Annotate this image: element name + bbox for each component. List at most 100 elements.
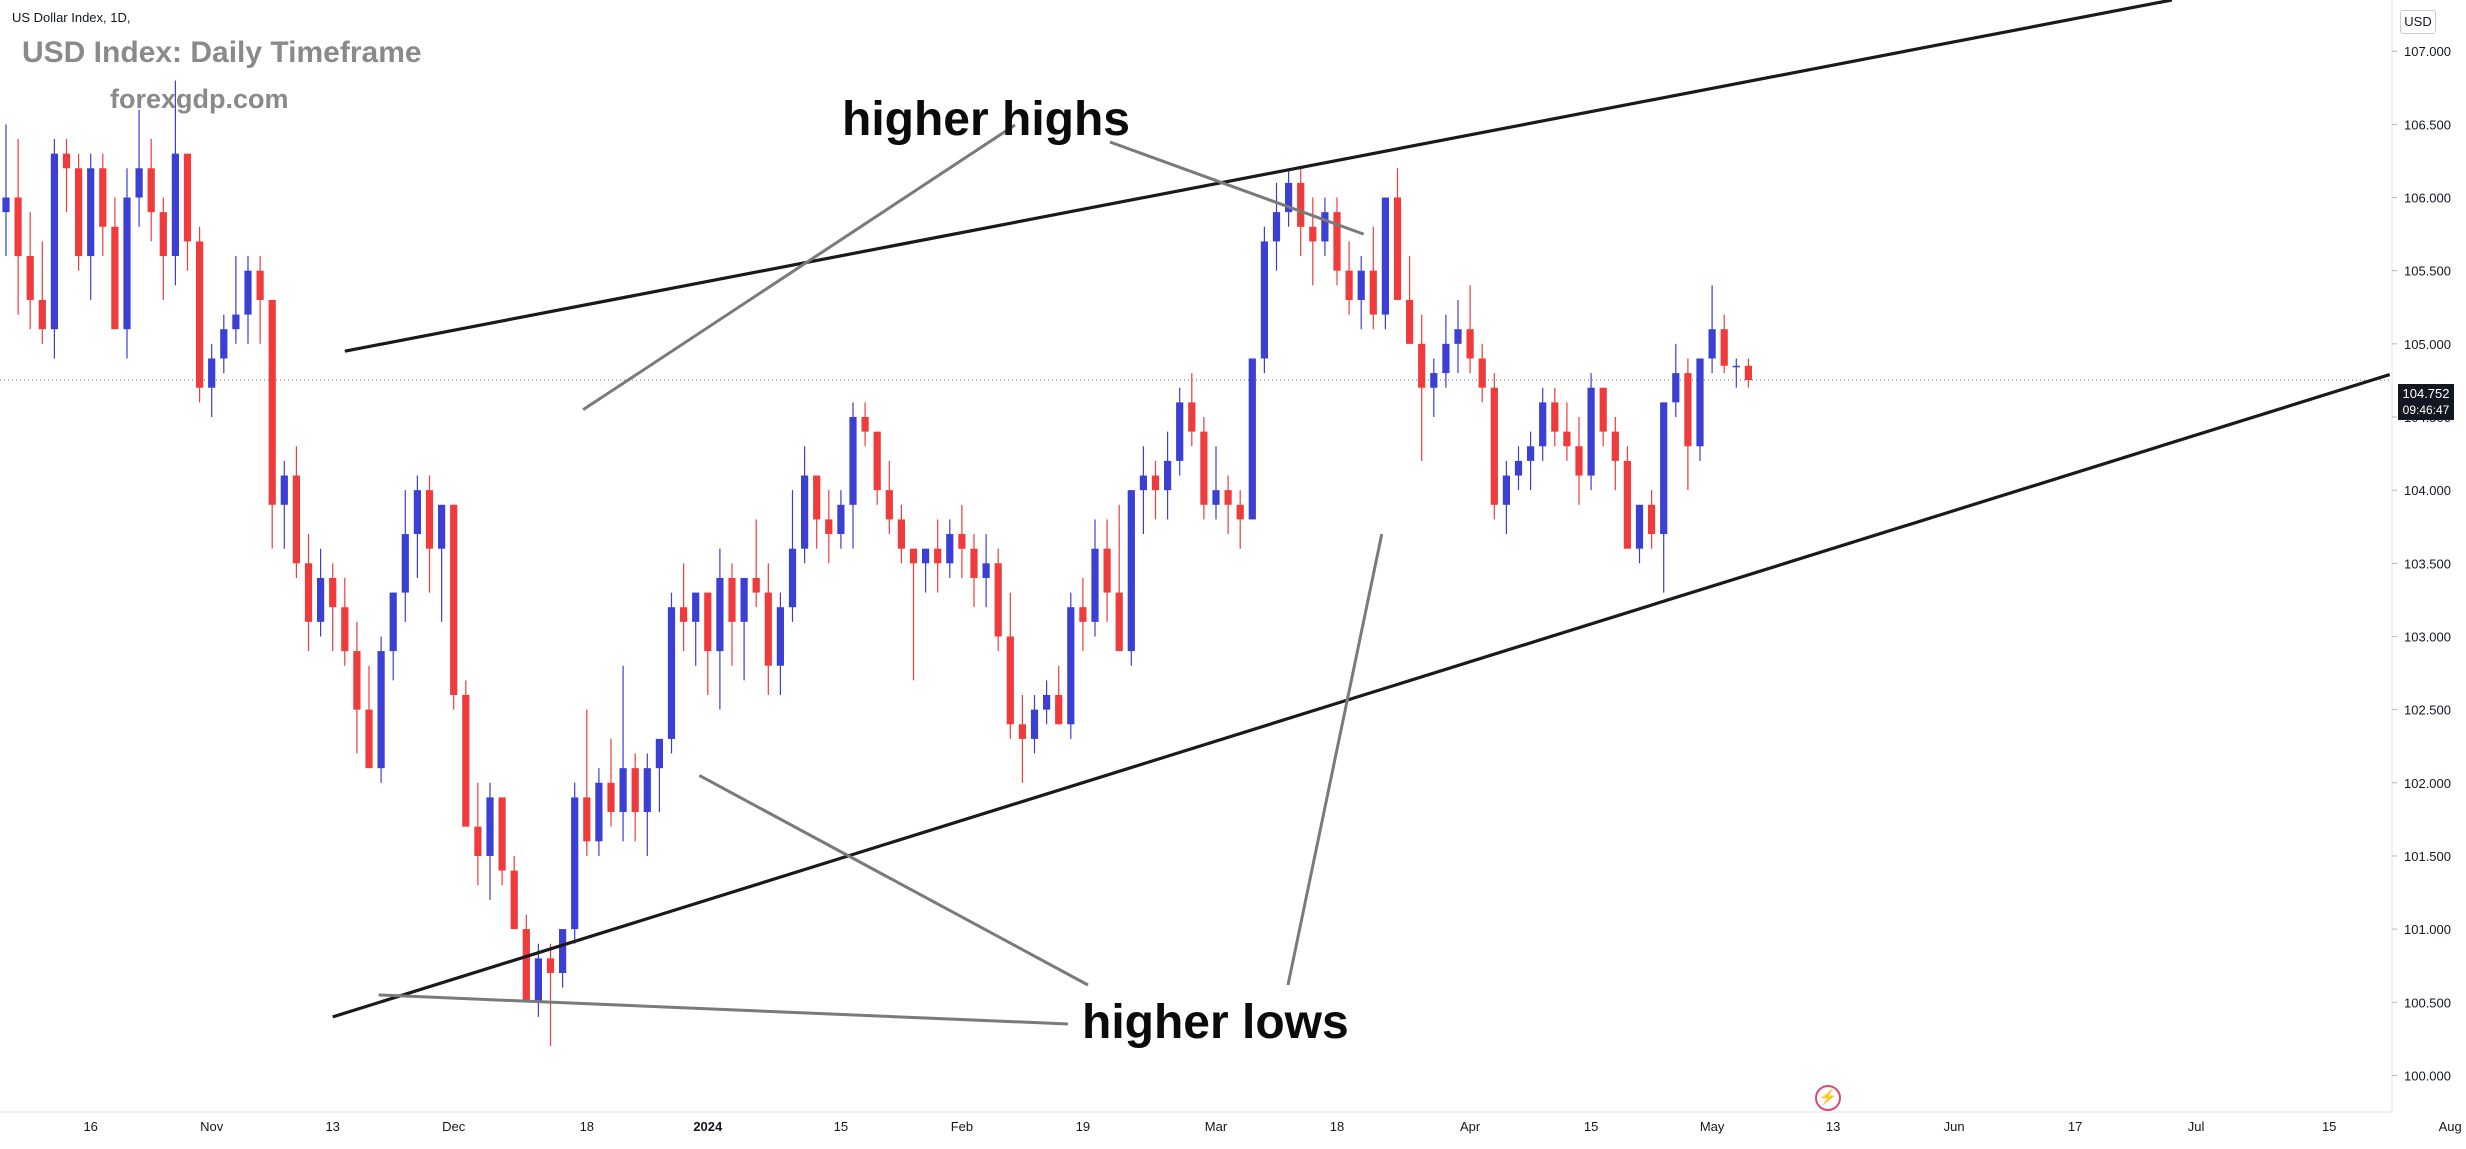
- candle-body: [1539, 402, 1547, 447]
- candle-body: [958, 534, 966, 549]
- candle-body: [1321, 212, 1329, 242]
- pointer-hl-middle: [698, 774, 1089, 987]
- x-tick-label: 13: [1826, 1119, 1840, 1134]
- candle-body: [1055, 695, 1063, 725]
- website-label: forexgdp.com: [110, 84, 289, 114]
- candle-body: [1648, 504, 1656, 535]
- y-tick-label: 100.000: [2404, 1068, 2451, 1083]
- candle-body: [788, 548, 797, 608]
- candle-body: [304, 563, 313, 622]
- y-tick-label: 106.500: [2404, 117, 2451, 132]
- candle-body: [559, 929, 567, 973]
- x-tick-label: 17: [2068, 1119, 2082, 1134]
- candle-body: [1587, 387, 1595, 476]
- candle-body: [1466, 329, 1474, 359]
- candle-body: [970, 548, 978, 578]
- candle-body: [776, 607, 784, 666]
- candle-body: [1575, 446, 1583, 476]
- lightning-bolt-icon[interactable]: ⚡: [1815, 1085, 1841, 1111]
- lower-channel-line: [332, 373, 2391, 1019]
- candle-body: [1732, 365, 1740, 368]
- candle-body: [752, 577, 760, 593]
- symbol-label: US Dollar Index, 1D,: [12, 10, 131, 25]
- last-price-value: 104.752: [2402, 386, 2450, 401]
- candle-body: [486, 797, 494, 856]
- candle-body: [1127, 490, 1135, 652]
- x-tick-label: 18: [1330, 1119, 1344, 1134]
- candle-body: [873, 431, 881, 491]
- candle-body: [1224, 490, 1232, 505]
- higher-lows-label: higher lows: [1082, 996, 1349, 1049]
- candle-body: [1418, 343, 1426, 388]
- candle-body: [14, 197, 22, 257]
- candle-body: [849, 417, 857, 505]
- candle-body: [1551, 402, 1559, 432]
- y-tick-label: 101.000: [2404, 922, 2451, 937]
- y-tick-label: 103.000: [2404, 629, 2451, 644]
- candle-body: [438, 504, 446, 549]
- candle-body: [2, 197, 10, 213]
- y-tick-label: 107.000: [2404, 44, 2451, 59]
- bar-countdown: 09:46:47: [2402, 403, 2450, 417]
- candle-body: [1393, 197, 1402, 300]
- candle-body: [1563, 431, 1571, 447]
- candle-body: [607, 782, 615, 813]
- candle-body: [1635, 504, 1644, 549]
- candle-body: [813, 475, 821, 520]
- candle-body: [268, 299, 276, 505]
- candle-body: [1103, 548, 1111, 593]
- pointer-hh-right: [1109, 140, 1365, 236]
- candle-body: [1720, 329, 1728, 366]
- candle-body: [825, 519, 833, 535]
- candle-body: [1030, 709, 1039, 739]
- candle-body: [462, 695, 470, 827]
- candle-body: [329, 577, 337, 608]
- candle-body: [1309, 226, 1317, 242]
- candle-body: [208, 358, 216, 388]
- candle-body: [1527, 446, 1535, 461]
- candle-body: [1006, 636, 1014, 725]
- candle-body: [1623, 460, 1631, 549]
- candle-body: [1212, 490, 1220, 505]
- x-tick-label: 16: [83, 1119, 97, 1134]
- candle-body: [704, 592, 712, 652]
- candle-body: [655, 738, 663, 769]
- candle-body: [1164, 460, 1172, 491]
- candle-body: [1502, 475, 1510, 505]
- candle-body: [256, 270, 264, 300]
- candle-body: [631, 768, 639, 813]
- candle-body: [99, 168, 107, 227]
- candle-body: [1285, 182, 1293, 213]
- candle-body: [1744, 365, 1752, 381]
- x-tick-label: 15: [834, 1119, 848, 1134]
- candle-body: [1357, 270, 1365, 300]
- candle-body: [801, 475, 809, 549]
- x-tick-label: May: [1700, 1119, 1725, 1134]
- candle-body: [1345, 270, 1353, 300]
- candle-body: [1611, 431, 1619, 461]
- candle-body: [450, 504, 458, 695]
- candle-body: [1660, 402, 1668, 535]
- candle-body: [922, 548, 930, 564]
- upper-channel-line: [344, 0, 2173, 353]
- candle-body: [1236, 504, 1244, 520]
- candle-body: [317, 577, 325, 622]
- candle-body: [1333, 212, 1341, 271]
- y-tick-label: 105.000: [2404, 337, 2451, 352]
- candle-body: [1260, 241, 1268, 359]
- candle-body: [1369, 270, 1377, 315]
- candle-body: [1139, 475, 1147, 491]
- y-tick-label: 101.500: [2404, 849, 2451, 864]
- candle-body: [87, 168, 95, 257]
- candle-body: [764, 592, 772, 666]
- y-tick-label: 100.500: [2404, 995, 2451, 1010]
- trendlines: [332, 0, 2391, 1026]
- x-tick-label: 13: [325, 1119, 339, 1134]
- candle-body: [1248, 358, 1256, 520]
- currency-button[interactable]: USD: [2400, 10, 2436, 34]
- candle-body: [1067, 607, 1075, 725]
- candle-body: [353, 651, 361, 710]
- candle-body: [522, 929, 530, 1003]
